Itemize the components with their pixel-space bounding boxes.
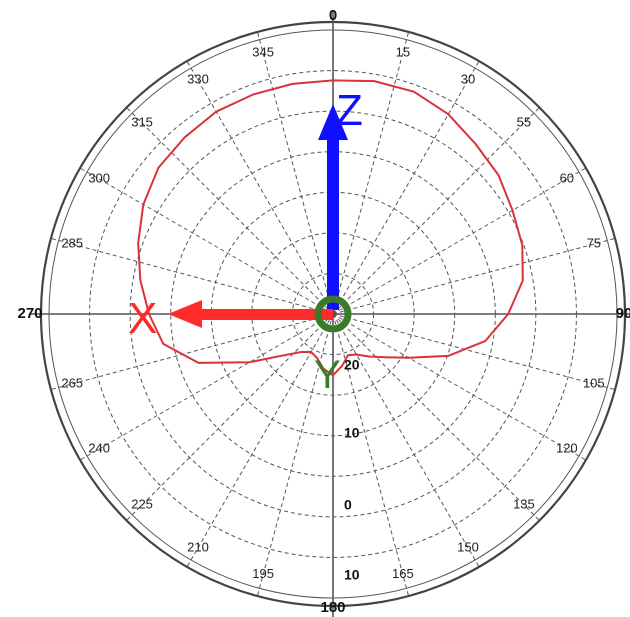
radial-tick-label: 20 <box>344 357 360 373</box>
angle-tick-label: 75 <box>587 236 601 251</box>
pattern-point <box>252 93 254 96</box>
angle-tick-label: 135 <box>513 496 535 511</box>
pattern-point <box>282 354 285 357</box>
y-axis-marker <box>314 295 352 333</box>
coordinate-axes-overlay: Z X Y <box>128 86 363 397</box>
pattern-point <box>347 354 349 356</box>
z-axis-shaft <box>327 132 339 310</box>
pattern-point <box>511 209 514 212</box>
pattern-point <box>139 279 142 281</box>
pattern-point <box>183 136 186 139</box>
pattern-point <box>310 351 312 353</box>
pattern-point <box>447 113 450 116</box>
angle-tick-label: 285 <box>61 236 83 251</box>
pattern-point <box>521 279 524 282</box>
pattern-point <box>248 361 251 363</box>
angle-tick-label: 0 <box>329 7 337 24</box>
x-axis-shaft <box>190 309 333 320</box>
angle-tick-label: 120 <box>556 440 578 455</box>
pattern-point <box>408 357 410 359</box>
angle-tick-label: 90 <box>616 305 630 322</box>
pattern-point <box>316 357 318 359</box>
pattern-point <box>447 355 450 357</box>
angle-tick-label: 55 <box>517 115 531 130</box>
pattern-point <box>162 343 165 345</box>
angle-tick-label: 210 <box>187 539 209 554</box>
pattern-point <box>383 356 386 358</box>
angle-tick-label: 330 <box>187 72 209 87</box>
z-axis-arrowhead <box>318 104 348 140</box>
angle-tick-label: 345 <box>252 45 274 60</box>
angle-tick-label: 265 <box>61 375 83 390</box>
radial-tick-label: 10 <box>344 567 360 583</box>
radial-tick-label: 0 <box>344 497 352 513</box>
x-axis-arrowhead <box>168 300 202 328</box>
pattern-point <box>507 313 510 315</box>
angle-tick-label: 315 <box>131 115 153 130</box>
angle-tick-labels: 0 15 30 55 60 75 90 105 120 135 150 165 180 195 210 225… <box>17 7 630 616</box>
x-axis-label: X <box>128 294 157 343</box>
pattern-point <box>341 364 343 367</box>
pattern-point <box>300 351 302 353</box>
pattern-point <box>148 313 150 315</box>
angle-tick-label: 15 <box>396 45 410 60</box>
pattern-point <box>413 90 415 93</box>
pattern-point <box>291 83 294 85</box>
pattern-point <box>142 203 145 206</box>
angle-tick-label: 150 <box>457 539 479 554</box>
angle-tick-label: 240 <box>88 440 110 455</box>
pattern-point <box>157 166 160 169</box>
z-axis-label: Z <box>336 86 363 135</box>
angle-tick-label: 300 <box>88 170 110 185</box>
pattern-point <box>474 143 477 145</box>
pattern-point <box>497 174 500 176</box>
radial-tick-label: 10 <box>344 425 360 441</box>
radiation-pattern-series <box>137 79 524 377</box>
angle-tick-label: 180 <box>320 599 345 616</box>
pattern-point <box>367 355 370 358</box>
pattern-point <box>197 362 200 364</box>
pattern-point <box>521 244 524 246</box>
angle-tick-label: 225 <box>131 496 153 511</box>
angle-tick-label: 105 <box>583 375 605 390</box>
pattern-point <box>355 353 358 356</box>
pattern-point <box>137 242 139 244</box>
pattern-point <box>373 80 375 82</box>
radial-tick-labels: 20 10 0 10 <box>344 357 360 583</box>
angle-tick-label: 165 <box>392 566 414 581</box>
angle-tick-label: 270 <box>17 305 42 322</box>
y-axis-label: Y <box>314 353 341 397</box>
angle-tick-label: 30 <box>461 72 475 87</box>
angle-tick-label: 195 <box>252 566 274 581</box>
angle-tick-label: 60 <box>560 170 574 185</box>
pattern-point <box>484 340 487 342</box>
pattern-point <box>332 79 334 82</box>
pattern-point <box>332 374 334 377</box>
pattern-point <box>322 367 325 370</box>
pattern-point <box>215 110 217 113</box>
